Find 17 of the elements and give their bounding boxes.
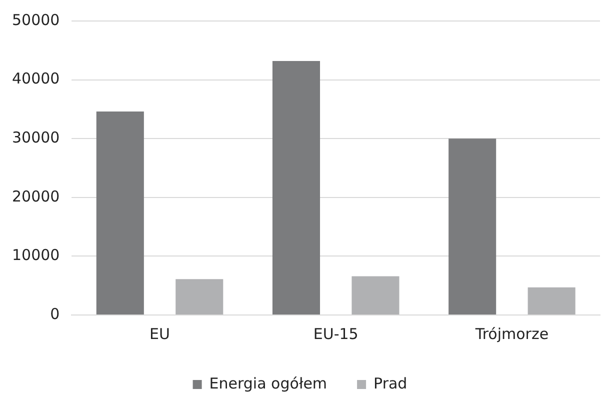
legend-label: Prad xyxy=(374,374,408,392)
y-tick-label: 50000 xyxy=(12,10,60,29)
x-tick-label: Trójmorze xyxy=(474,324,549,343)
y-tick-label: 0 xyxy=(50,304,60,323)
legend-label: Energia ogółem xyxy=(209,374,328,392)
y-tick-label: 30000 xyxy=(12,128,60,146)
x-tick-label: EU xyxy=(150,324,170,343)
bar xyxy=(448,138,496,314)
y-tick-label: 20000 xyxy=(12,187,60,206)
y-tick-label: 40000 xyxy=(12,70,60,88)
bar xyxy=(96,112,144,314)
bar xyxy=(176,279,224,314)
bar xyxy=(528,287,576,314)
y-tick-label: 10000 xyxy=(12,246,60,264)
bar xyxy=(352,276,400,314)
bar xyxy=(272,60,320,314)
x-tick-label: EU-15 xyxy=(313,324,358,343)
